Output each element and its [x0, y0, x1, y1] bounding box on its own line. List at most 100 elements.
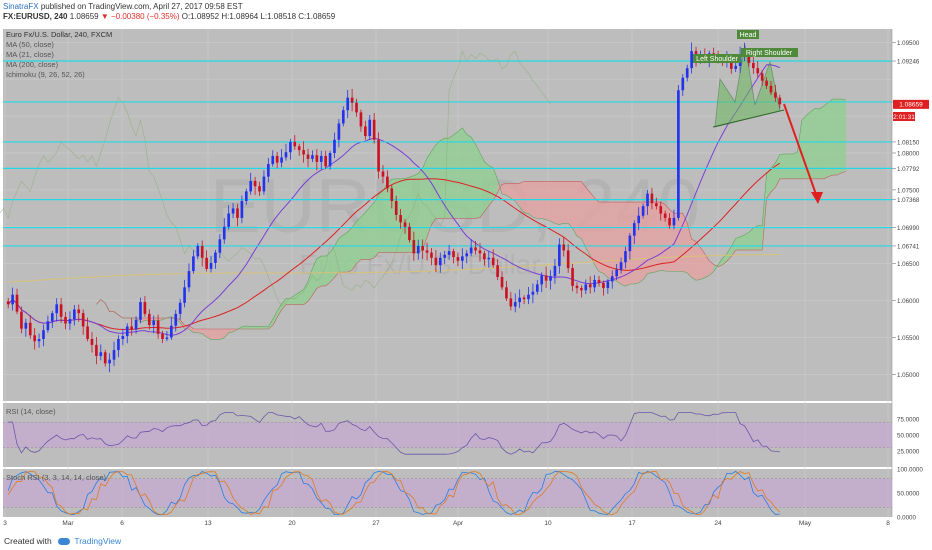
candle-bear[interactable]: [421, 246, 424, 251]
candle-bull[interactable]: [11, 294, 14, 305]
candle-bull[interactable]: [553, 265, 557, 277]
candle-bull[interactable]: [165, 337, 169, 339]
candle-bear[interactable]: [33, 335, 36, 342]
candle-bear[interactable]: [359, 112, 363, 127]
candle-bull[interactable]: [527, 294, 530, 300]
candle-bull[interactable]: [68, 319, 72, 324]
candle-bull[interactable]: [46, 321, 50, 331]
candle-bull[interactable]: [178, 302, 182, 314]
candle-bull[interactable]: [139, 302, 142, 320]
candle-bull[interactable]: [271, 155, 275, 165]
candle-bear[interactable]: [752, 62, 755, 69]
candle-bear[interactable]: [659, 206, 663, 214]
author-link[interactable]: SinatraFX: [3, 2, 39, 11]
candle-bull[interactable]: [134, 319, 138, 330]
candle-bear[interactable]: [456, 257, 460, 261]
candle-bear[interactable]: [103, 352, 107, 364]
candle-bull[interactable]: [513, 302, 517, 307]
candle-bear[interactable]: [403, 222, 407, 227]
projection-arrow-line[interactable]: [783, 103, 819, 201]
candle-bear[interactable]: [381, 171, 385, 177]
candle-bull[interactable]: [227, 213, 230, 227]
candle-bull[interactable]: [487, 257, 491, 260]
candle-bear[interactable]: [562, 244, 566, 251]
candle-bull[interactable]: [619, 262, 623, 270]
candle-bear[interactable]: [769, 85, 773, 93]
candle-bear[interactable]: [544, 275, 548, 281]
candle-bull[interactable]: [187, 271, 191, 288]
candle-bull[interactable]: [606, 281, 610, 289]
candle-bear[interactable]: [522, 297, 526, 300]
candle-bear[interactable]: [258, 186, 261, 192]
candle-bear[interactable]: [425, 250, 429, 253]
candle-bull[interactable]: [37, 339, 41, 342]
candle-bear[interactable]: [588, 284, 592, 288]
candle-bear[interactable]: [729, 58, 733, 69]
candle-bull[interactable]: [280, 157, 283, 163]
candle-bull[interactable]: [196, 246, 200, 257]
candle-bull[interactable]: [447, 251, 451, 255]
candle-bull[interactable]: [42, 330, 45, 339]
candle-bear[interactable]: [663, 213, 667, 218]
candle-bull[interactable]: [540, 275, 544, 285]
candle-bear[interactable]: [377, 139, 380, 172]
candle-bull[interactable]: [641, 206, 645, 216]
candle-bear[interactable]: [571, 268, 574, 286]
candle-bull[interactable]: [24, 322, 28, 329]
candle-bull[interactable]: [73, 309, 76, 320]
candle-bear[interactable]: [390, 188, 394, 201]
candle-bull[interactable]: [262, 176, 266, 192]
candle-bull[interactable]: [174, 313, 178, 326]
candle-bear[interactable]: [355, 102, 358, 113]
candle-bull[interactable]: [112, 350, 116, 360]
candle-bear[interactable]: [509, 298, 513, 307]
candle-bull[interactable]: [346, 97, 350, 111]
candle-bull[interactable]: [170, 325, 173, 338]
candle-bear[interactable]: [580, 288, 583, 291]
candle-bear[interactable]: [293, 141, 297, 147]
rsi-title[interactable]: RSI (14, close): [6, 407, 56, 416]
candle-bull[interactable]: [461, 256, 464, 261]
candle-bear[interactable]: [778, 97, 782, 105]
candle-bear[interactable]: [597, 279, 601, 283]
legend-ma200[interactable]: MA (200, close): [6, 60, 59, 69]
candle-bear[interactable]: [315, 155, 319, 162]
candle-bull[interactable]: [337, 123, 341, 140]
candle-bull[interactable]: [518, 297, 521, 303]
candle-bear[interactable]: [602, 282, 605, 289]
candle-bull[interactable]: [341, 110, 345, 124]
candle-bull[interactable]: [637, 215, 641, 224]
candle-bear[interactable]: [756, 68, 760, 74]
candle-bull[interactable]: [465, 253, 469, 257]
tradingview-link[interactable]: TradingView: [74, 536, 122, 546]
candle-bear[interactable]: [452, 251, 455, 258]
candle-bull[interactable]: [328, 153, 332, 167]
candle-bear[interactable]: [566, 250, 570, 269]
candle-bull[interactable]: [311, 155, 314, 159]
candle-bear[interactable]: [161, 333, 164, 339]
candle-bear[interactable]: [760, 73, 764, 81]
candle-bear[interactable]: [306, 154, 310, 159]
candle-bull[interactable]: [416, 246, 420, 254]
candle-bear[interactable]: [655, 203, 658, 207]
candle-bear[interactable]: [372, 119, 376, 140]
candle-bear[interactable]: [774, 92, 777, 98]
candle-bull[interactable]: [584, 284, 588, 291]
candle-bear[interactable]: [668, 217, 671, 226]
candle-bull[interactable]: [535, 284, 539, 292]
candle-bear[interactable]: [6, 301, 10, 305]
candle-bull[interactable]: [267, 164, 270, 177]
candle-bear[interactable]: [412, 240, 416, 254]
candle-bear[interactable]: [650, 193, 654, 204]
candle-bear[interactable]: [275, 155, 279, 163]
candle-bull[interactable]: [610, 276, 614, 282]
candle-bull[interactable]: [681, 77, 685, 91]
candle-bear[interactable]: [364, 126, 367, 137]
candle-bear[interactable]: [434, 257, 438, 266]
candle-bull[interactable]: [333, 139, 336, 153]
legend-ma50[interactable]: MA (50, close): [6, 40, 54, 49]
candle-bull[interactable]: [531, 291, 535, 295]
candle-bear[interactable]: [765, 80, 768, 86]
candle-bear[interactable]: [77, 309, 81, 314]
candle-bear[interactable]: [478, 250, 482, 254]
